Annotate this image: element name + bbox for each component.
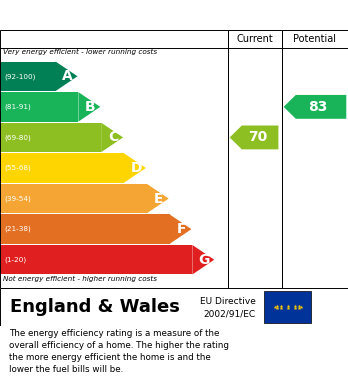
Polygon shape xyxy=(147,184,169,213)
Text: E: E xyxy=(154,192,164,206)
Text: 83: 83 xyxy=(309,100,328,114)
Text: (81-91): (81-91) xyxy=(4,104,31,110)
Polygon shape xyxy=(169,214,191,244)
Text: Energy Efficiency Rating: Energy Efficiency Rating xyxy=(9,7,219,23)
Text: (39-54): (39-54) xyxy=(4,196,31,202)
Polygon shape xyxy=(101,123,123,152)
Bar xyxy=(0,92,78,122)
Text: A: A xyxy=(62,69,73,83)
Text: EU Directive: EU Directive xyxy=(200,297,256,306)
Bar xyxy=(0,214,169,244)
Polygon shape xyxy=(124,153,146,183)
Text: G: G xyxy=(199,253,210,267)
Text: F: F xyxy=(177,222,187,236)
Bar xyxy=(0,153,124,183)
Text: (1-20): (1-20) xyxy=(4,256,26,263)
Bar xyxy=(0,61,56,91)
Polygon shape xyxy=(78,92,100,122)
Text: England & Wales: England & Wales xyxy=(10,298,180,316)
Text: (21-38): (21-38) xyxy=(4,226,31,232)
Text: B: B xyxy=(85,100,96,114)
Polygon shape xyxy=(192,245,214,274)
Bar xyxy=(0,245,192,274)
Polygon shape xyxy=(284,95,346,119)
Polygon shape xyxy=(230,126,278,149)
Text: D: D xyxy=(130,161,142,175)
Text: C: C xyxy=(108,131,118,144)
Text: Not energy efficient - higher running costs: Not energy efficient - higher running co… xyxy=(3,276,158,282)
Text: (69-80): (69-80) xyxy=(4,134,31,141)
Polygon shape xyxy=(56,61,78,91)
Bar xyxy=(0,30,228,288)
Bar xyxy=(0,123,101,152)
Text: The energy efficiency rating is a measure of the
overall efficiency of a home. T: The energy efficiency rating is a measur… xyxy=(9,329,229,374)
Text: Current: Current xyxy=(237,34,273,44)
Text: Very energy efficient - lower running costs: Very energy efficient - lower running co… xyxy=(3,49,158,56)
Text: 70: 70 xyxy=(248,131,267,144)
Text: Potential: Potential xyxy=(293,34,337,44)
Text: (92-100): (92-100) xyxy=(4,73,35,79)
Text: 2002/91/EC: 2002/91/EC xyxy=(204,309,256,318)
Bar xyxy=(282,30,348,288)
Bar xyxy=(228,30,282,288)
Text: (55-68): (55-68) xyxy=(4,165,31,171)
Bar xyxy=(0,184,147,213)
Bar xyxy=(264,291,311,323)
